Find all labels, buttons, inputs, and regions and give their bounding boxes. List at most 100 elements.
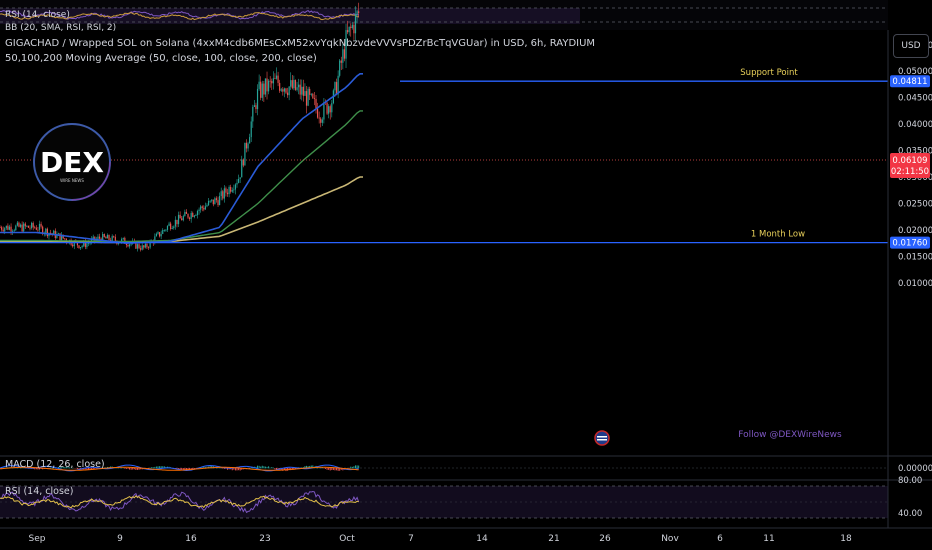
- candle-body: [253, 105, 255, 107]
- candle-body: [32, 222, 34, 228]
- candle-body: [315, 99, 317, 109]
- candle-body: [24, 223, 26, 227]
- candle-body: [351, 24, 353, 28]
- macd-bar: [69, 467, 71, 469]
- candle-body: [113, 236, 115, 238]
- macd-bar: [138, 468, 140, 470]
- macd-bar: [223, 468, 225, 469]
- level-badge: [890, 236, 930, 249]
- candle-body: [114, 237, 116, 241]
- candle-body: [122, 237, 124, 239]
- macd-bar: [260, 466, 262, 469]
- candle-body: [92, 236, 94, 240]
- macd-bar: [331, 468, 333, 471]
- candle-body: [272, 78, 274, 84]
- currency-button[interactable]: USD: [893, 34, 929, 58]
- candle-body: [146, 243, 148, 248]
- candle-body: [337, 75, 339, 95]
- candle-body: [200, 206, 202, 210]
- candle-body: [35, 227, 37, 230]
- candle-body: [231, 190, 233, 192]
- us-flag-icon[interactable]: [594, 430, 610, 446]
- macd-bar: [92, 468, 94, 469]
- candle-body: [37, 229, 39, 231]
- candle-body: [282, 89, 284, 92]
- candle-body: [57, 233, 60, 235]
- ma-legend: 50,100,200 Moving Average (50, close, 10…: [5, 53, 317, 64]
- candle-body: [293, 79, 295, 89]
- macd-bar: [84, 468, 86, 470]
- macd-bar: [130, 468, 132, 470]
- time-tick: 18: [840, 534, 852, 544]
- time-tick: 14: [476, 534, 488, 544]
- candle-body: [59, 233, 61, 241]
- macd-bar: [209, 466, 211, 469]
- candle-body: [312, 93, 314, 99]
- candle-body: [31, 222, 33, 229]
- macd-bar: [301, 467, 303, 469]
- candle-body: [149, 241, 151, 248]
- macd-bar: [358, 465, 360, 469]
- countdown-label: 02:11:50: [891, 167, 929, 177]
- macd-bar: [184, 468, 186, 470]
- candle-body: [174, 219, 176, 227]
- candle-body: [16, 222, 18, 226]
- candle-body: [187, 213, 189, 218]
- macd-bar: [67, 467, 69, 469]
- candle-body: [299, 84, 301, 95]
- candle-body: [147, 247, 150, 249]
- candle-body: [0, 227, 3, 230]
- candle-body: [264, 78, 267, 95]
- candle-body: [26, 225, 28, 227]
- macd-bar: [326, 468, 328, 470]
- candle-body: [105, 236, 107, 239]
- macd-bar: [241, 468, 243, 470]
- time-tick: 7: [408, 534, 414, 544]
- candle-body: [21, 224, 23, 232]
- candle-body: [144, 243, 146, 248]
- macd-bar: [125, 468, 127, 469]
- macd-bar: [320, 467, 322, 469]
- time-axis: Sep 9 16 23 Oct 7 14 21 26 Nov 6 11 18: [29, 534, 852, 544]
- candle-body: [348, 26, 350, 33]
- candle-body: [245, 142, 248, 149]
- candle-body: [198, 209, 200, 211]
- candle-body: [193, 215, 195, 217]
- candle-body: [135, 241, 137, 249]
- candle-body: [165, 229, 167, 231]
- candle-body: [173, 226, 175, 229]
- macd-bar: [272, 467, 274, 469]
- candle-body: [353, 24, 355, 34]
- candle-body: [279, 82, 281, 91]
- price-tick: 0.01500: [898, 252, 932, 262]
- macd-bar: [219, 467, 221, 469]
- candle-body: [184, 211, 186, 217]
- macd-bar: [37, 468, 39, 470]
- macd-bar: [61, 467, 63, 469]
- macd-bar: [269, 467, 271, 469]
- candle-body: [195, 215, 197, 216]
- macd-bar: [86, 468, 88, 470]
- candle-body: [204, 206, 206, 210]
- candle-body: [288, 86, 290, 96]
- macd-signal-line: [0, 466, 359, 471]
- macd-bar: [268, 466, 270, 469]
- candle-body: [157, 232, 159, 234]
- candle-body: [182, 216, 184, 221]
- candle-body: [236, 182, 238, 185]
- candle-body: [5, 225, 7, 229]
- candle-body: [283, 88, 285, 92]
- macd-bar: [353, 466, 355, 469]
- candle-body: [4, 228, 6, 232]
- candle-body: [7, 225, 9, 230]
- macd-bar: [271, 467, 273, 469]
- macd-bar: [280, 468, 282, 471]
- time-tick: 6: [717, 534, 723, 544]
- macd-bar: [102, 467, 104, 469]
- macd-bar: [340, 468, 342, 470]
- level-value: 0.01760: [892, 239, 927, 249]
- candle-body: [46, 228, 48, 237]
- macd-bar: [334, 468, 336, 471]
